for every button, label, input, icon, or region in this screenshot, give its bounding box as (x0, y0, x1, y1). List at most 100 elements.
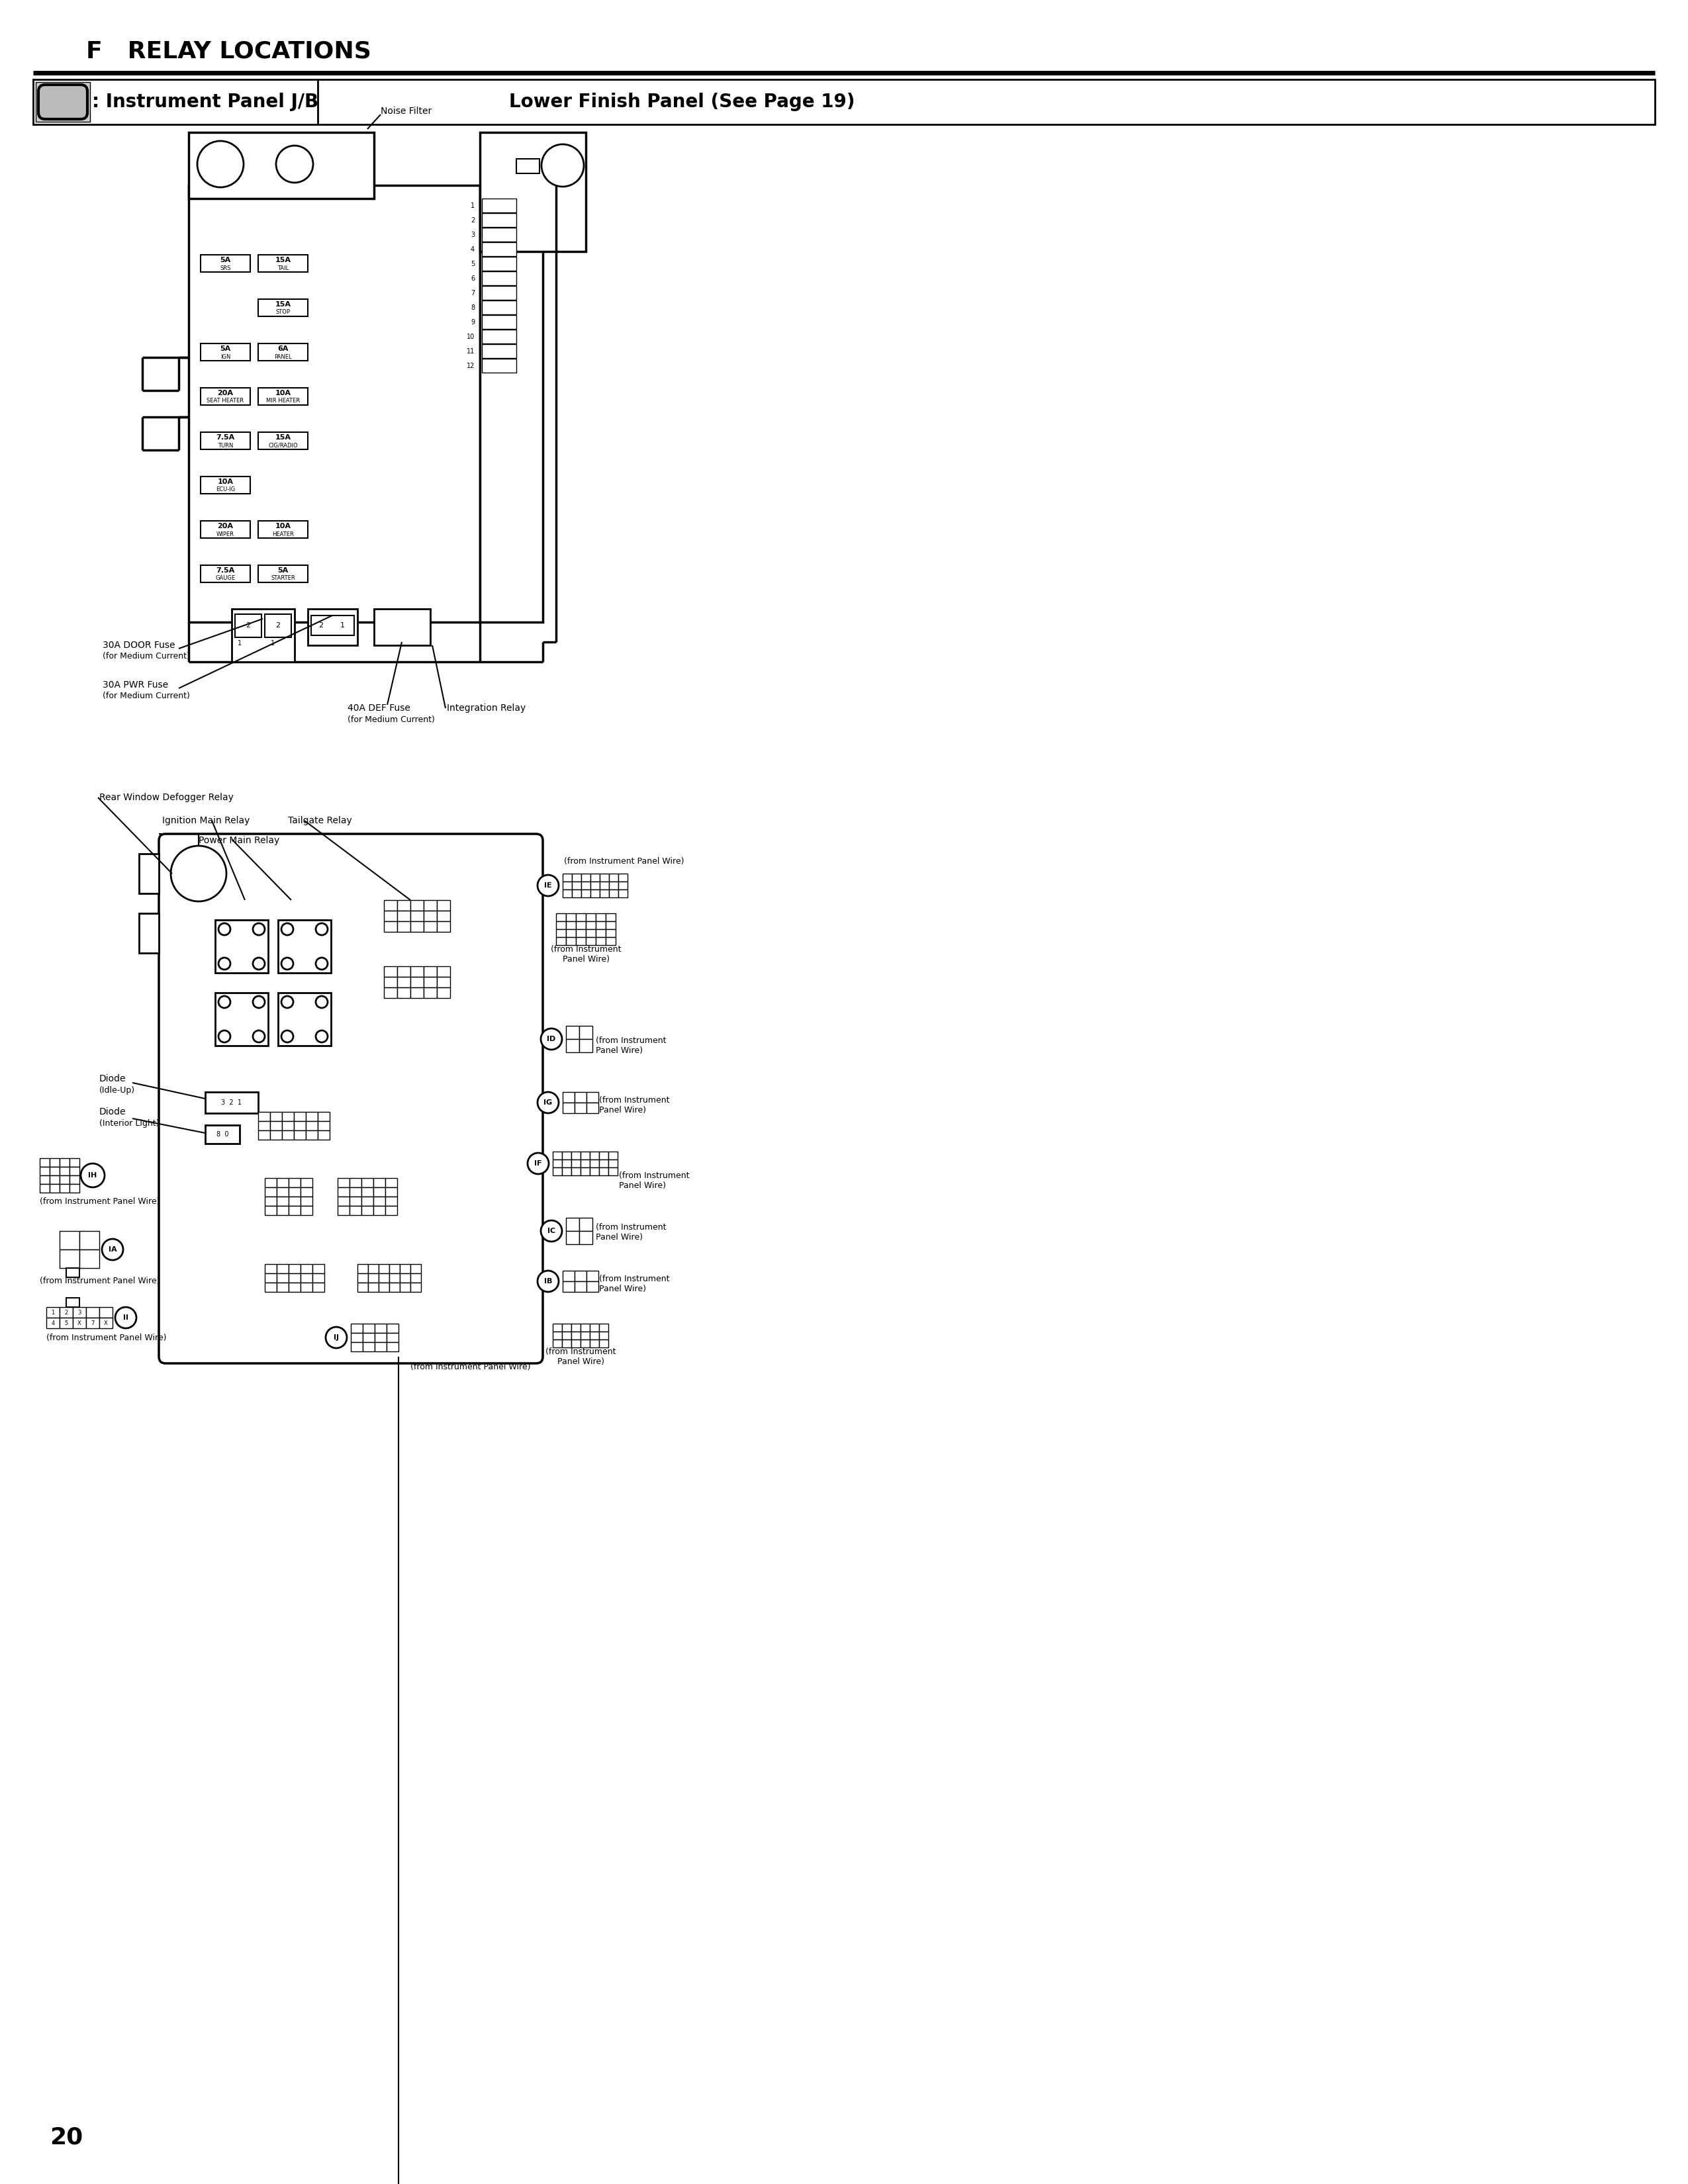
Bar (282, 1131, 294, 1140)
Bar (69, 1158, 79, 1166)
Bar (424, 965, 437, 976)
Bar (282, 1112, 294, 1120)
Text: II: II (123, 1315, 128, 1321)
Circle shape (218, 924, 230, 935)
Bar (368, 1273, 378, 1282)
Bar (270, 1131, 282, 1140)
Bar (586, 922, 596, 928)
Bar (277, 1177, 289, 1188)
Bar (49, 1175, 59, 1184)
Bar (562, 1339, 571, 1348)
Bar (294, 1131, 306, 1140)
Bar (349, 1197, 361, 1206)
Bar (609, 874, 618, 882)
Bar (555, 922, 565, 928)
Circle shape (218, 1031, 230, 1042)
Bar (424, 911, 437, 922)
Text: Tailgate Relay: Tailgate Relay (289, 817, 353, 826)
Bar (618, 874, 628, 882)
Bar (363, 1343, 375, 1352)
Bar (258, 343, 307, 360)
Bar (258, 1120, 270, 1131)
Text: 4: 4 (471, 247, 474, 253)
Bar (258, 389, 307, 404)
Bar (581, 1151, 589, 1160)
Bar (552, 1332, 562, 1339)
Bar (390, 1273, 400, 1282)
Bar (294, 1112, 306, 1120)
Text: (from Instrument Panel Wire): (from Instrument Panel Wire) (46, 1332, 167, 1341)
Bar (311, 616, 354, 636)
Bar (410, 900, 424, 911)
Bar (338, 1206, 349, 1214)
Bar (69, 1184, 79, 1192)
Text: 5A: 5A (219, 258, 231, 264)
Bar (390, 1282, 400, 1293)
Bar (576, 922, 586, 928)
Circle shape (540, 1029, 562, 1051)
Bar (201, 520, 250, 537)
Bar (66, 1269, 79, 1278)
Bar (100, 1317, 113, 1328)
Bar (289, 1197, 300, 1206)
Text: IH: IH (88, 1173, 96, 1179)
Text: 1: 1 (471, 203, 474, 210)
Bar (59, 1306, 73, 1317)
Circle shape (528, 1153, 549, 1175)
Bar (46, 1306, 59, 1317)
Bar (300, 1177, 312, 1188)
Bar (258, 256, 307, 273)
Bar (437, 965, 451, 976)
Bar (576, 913, 586, 922)
Bar (317, 1120, 329, 1131)
Bar (608, 1151, 618, 1160)
Bar (358, 1265, 368, 1273)
Bar (46, 1317, 59, 1328)
Bar (596, 928, 606, 937)
Bar (201, 476, 250, 494)
Bar (606, 913, 616, 922)
Bar (265, 1265, 277, 1273)
Bar (562, 874, 572, 882)
Bar (579, 1219, 592, 1232)
Bar (562, 1151, 571, 1160)
FancyBboxPatch shape (39, 85, 88, 120)
Bar (571, 1160, 581, 1168)
Text: F   RELAY LOCATIONS: F RELAY LOCATIONS (86, 39, 371, 63)
Bar (599, 874, 609, 882)
Bar (317, 1112, 329, 1120)
Bar (306, 1120, 317, 1131)
Bar (265, 1273, 277, 1282)
Bar (581, 889, 591, 898)
Circle shape (540, 1221, 562, 1241)
Circle shape (170, 845, 226, 902)
Bar (49, 1184, 59, 1192)
Text: 2: 2 (275, 622, 280, 629)
Bar (312, 1282, 324, 1293)
FancyBboxPatch shape (159, 834, 544, 1363)
Text: PANEL: PANEL (273, 354, 292, 360)
Bar (289, 1265, 300, 1273)
Bar (565, 1232, 579, 1245)
Bar (599, 1168, 608, 1175)
Bar (608, 1168, 618, 1175)
Bar (300, 1197, 312, 1206)
Bar (361, 1188, 373, 1197)
Text: HEATER: HEATER (272, 531, 294, 537)
Text: (from Instrument
Panel Wire): (from Instrument Panel Wire) (596, 1037, 667, 1055)
Bar (481, 345, 517, 358)
Circle shape (542, 144, 584, 186)
Bar (565, 937, 576, 946)
Bar (277, 1265, 289, 1273)
Circle shape (282, 1031, 294, 1042)
Bar (41, 1166, 49, 1175)
Bar (562, 1103, 574, 1114)
Bar (481, 227, 517, 242)
Bar (574, 1271, 586, 1282)
Circle shape (277, 146, 312, 183)
Bar (307, 609, 358, 644)
Circle shape (282, 957, 294, 970)
Text: (from Instrument
Panel Wire): (from Instrument Panel Wire) (619, 1171, 689, 1190)
Bar (581, 1324, 589, 1332)
Text: 10: 10 (466, 334, 474, 341)
